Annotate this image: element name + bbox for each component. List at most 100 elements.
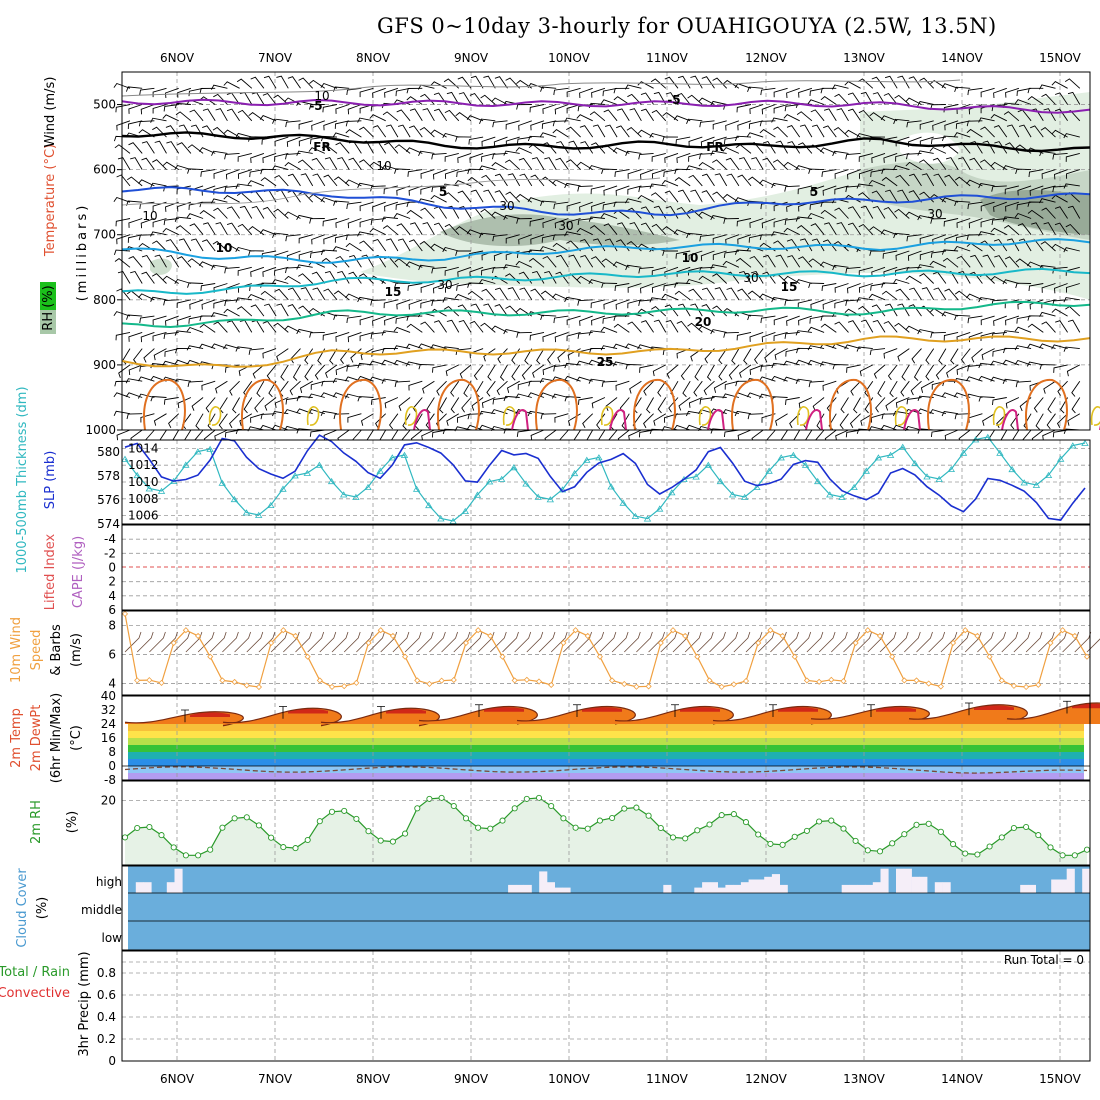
thickness-marker: [461, 507, 470, 514]
wind-barb: [819, 147, 837, 154]
wind-barb: [431, 152, 447, 160]
wind-barb: [784, 104, 800, 112]
precip-tick: 0.2: [97, 1032, 116, 1046]
wind-barb: [932, 120, 947, 131]
wind-barb: [858, 152, 873, 162]
rh-marker: [560, 815, 567, 822]
wind-barb: [442, 132, 459, 139]
cloud-high-bar: [663, 884, 672, 893]
wind-barb: [130, 157, 143, 170]
wind-barb: [784, 185, 800, 192]
wind-barb: [953, 132, 971, 138]
wind-barb: [345, 293, 362, 301]
wind-barb: [591, 315, 606, 326]
wind-barb: [1017, 223, 1032, 235]
wind-barb: [259, 115, 277, 122]
wind-barb: [138, 179, 155, 187]
wind-barb: [1043, 108, 1056, 122]
wind-barb: [761, 413, 776, 423]
wind-barb: [187, 282, 204, 288]
wind-barb: [1016, 87, 1032, 97]
wind-barb: [239, 205, 253, 219]
wind-barb: [333, 413, 350, 420]
w10-speed-marker: [1023, 683, 1030, 691]
wind-barb: [566, 315, 581, 326]
w10-speed-marker: [219, 677, 226, 684]
wind-barb: [320, 249, 338, 255]
cloud-high-bar: [702, 882, 711, 893]
wind-barb: [113, 311, 131, 317]
wind-barb: [603, 223, 618, 235]
wind-barb: [530, 174, 545, 187]
temp-band: [128, 731, 1084, 738]
wind-barb: [905, 425, 922, 432]
thickness-marker: [765, 467, 773, 474]
wind-barb: [174, 164, 192, 171]
surface-wind-barb: [611, 631, 629, 653]
wind-barb: [236, 306, 253, 317]
wind-barb: [1005, 201, 1020, 212]
wind-barb: [859, 364, 874, 377]
rh-marker: [779, 841, 786, 848]
wind-barb: [812, 397, 825, 411]
wind-barb: [187, 144, 204, 154]
wind-barb: [576, 114, 593, 122]
wind-barb: [895, 288, 910, 301]
wind-barb: [370, 185, 386, 192]
wind-barb: [613, 96, 630, 105]
wind-barb: [693, 380, 703, 397]
wind-barb: [699, 152, 715, 160]
wind-barb: [152, 240, 167, 252]
wind-barb: [640, 222, 654, 235]
wind-barb: [625, 343, 642, 350]
wind-barb: [649, 183, 666, 189]
wind-barb: [917, 329, 934, 335]
wind-barb: [1056, 413, 1068, 429]
wind-barb: [758, 376, 776, 382]
wind-barb: [675, 136, 691, 145]
wind-barb: [737, 234, 752, 245]
surface-wind-barb: [624, 631, 641, 653]
wind-barb: [321, 380, 338, 387]
wind-barb: [602, 315, 618, 324]
wind-barb: [494, 190, 508, 203]
wind-barb: [795, 279, 813, 285]
wind-barb: [566, 126, 581, 138]
wind-barb: [860, 413, 874, 426]
slp-tick: 1012: [128, 458, 159, 472]
wind-barb: [292, 364, 301, 381]
wind-barb: [126, 314, 143, 320]
contour-25-loop: [1090, 406, 1100, 426]
wind-barb: [1027, 315, 1044, 321]
wind-barb: [853, 397, 861, 414]
wind-barb: [640, 320, 654, 333]
wind-barb: [737, 120, 752, 131]
rh-marker: [1010, 824, 1017, 832]
wind-barb: [524, 348, 533, 365]
rh-marker: [998, 834, 1005, 841]
wind-barb: [455, 226, 472, 236]
wind-barb: [133, 348, 143, 364]
contour-label: 30: [927, 207, 942, 221]
wind-barb: [345, 129, 362, 138]
contour--5: [121, 98, 1091, 114]
wind-barb: [285, 152, 301, 160]
temp-tick: 0: [108, 759, 116, 773]
wind-barb: [682, 380, 691, 398]
date-label-top: 6NOV: [160, 51, 195, 65]
wind-barb: [938, 348, 947, 365]
wind-barb: [309, 331, 325, 338]
wind-barb: [539, 392, 557, 398]
wind-barb: [809, 315, 825, 324]
temp-hill-peak: [190, 712, 230, 717]
wind-barb: [905, 161, 922, 170]
rh-marker: [889, 840, 896, 847]
wind-barb: [468, 250, 484, 259]
wind-barb: [834, 299, 849, 309]
wind-barb: [406, 323, 423, 333]
wind-barb: [494, 287, 508, 301]
wind-barb: [381, 164, 399, 171]
wind-barb: [849, 413, 861, 429]
wind-barb: [141, 157, 155, 170]
